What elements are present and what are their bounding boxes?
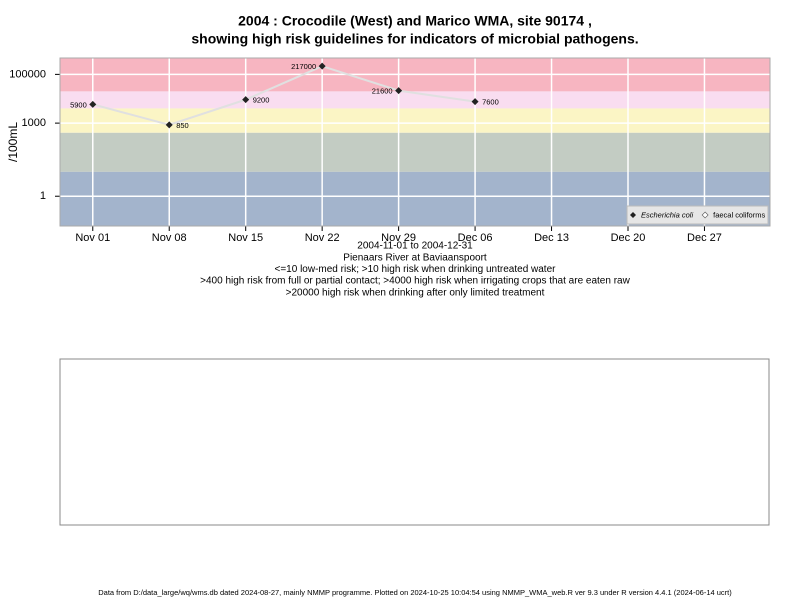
x-tick-label: Nov 22 [305, 232, 340, 244]
legend-marker [630, 212, 636, 218]
subtitle: >400 high risk from full or partial cont… [200, 276, 630, 287]
x-tick-label: Nov 15 [228, 232, 263, 244]
x-tick-label: Dec 06 [458, 232, 493, 244]
risk-band [60, 132, 770, 172]
x-tick-label: Dec 13 [534, 232, 569, 244]
series-line [92, 65, 476, 126]
subtitle: 2004-11-01 to 2004-12-31 [357, 241, 473, 252]
empty-panel [59, 358, 770, 526]
chart-title-line2: showing high risk guidelines for indicat… [191, 31, 638, 47]
data-label: 21600 [372, 87, 393, 96]
data-label: 217000 [291, 62, 316, 71]
footer: Data from D:/data_large/wq/wms.db dated … [98, 588, 732, 597]
risk-band [60, 108, 770, 133]
data-point [165, 121, 173, 129]
data-label: 5900 [70, 100, 87, 109]
subtitle: >20000 high risk when drinking after onl… [286, 287, 545, 298]
x-tick-label: Nov 08 [152, 232, 187, 244]
legend: Escherichia coli faecal coliforms [626, 205, 769, 225]
risk-band [60, 91, 770, 109]
legend-label: Escherichia coli [641, 210, 693, 219]
y-tick-label: 100000 [9, 68, 46, 80]
y-tick-label: 1 [40, 190, 46, 202]
data-label: 9200 [253, 96, 270, 105]
plot-frame [59, 57, 771, 227]
x-tick-label: Nov 29 [381, 232, 416, 244]
subtitle: <=10 low-med risk; >10 high risk when dr… [275, 264, 557, 275]
data-label: 7600 [482, 98, 499, 107]
x-tick-label: Dec 27 [687, 232, 722, 244]
data-label: 850 [176, 121, 189, 130]
data-point [395, 87, 403, 95]
y-tick-label: 1000 [22, 117, 46, 129]
y-axis-label: /100mL [6, 122, 20, 162]
data-point [242, 96, 250, 104]
chart-title: 2004 : Crocodile (West) and Marico WMA, … [238, 13, 592, 29]
legend-box [626, 205, 769, 225]
data-point [89, 100, 97, 108]
legend-label: faecal coliforms [713, 210, 765, 219]
subtitle: Pienaars River at Baviaanspoort [343, 252, 487, 263]
legend-marker [701, 211, 709, 219]
x-tick-label: Nov 01 [75, 232, 110, 244]
x-tick-label: Dec 20 [611, 232, 646, 244]
data-point [318, 62, 326, 70]
data-point [471, 98, 479, 106]
